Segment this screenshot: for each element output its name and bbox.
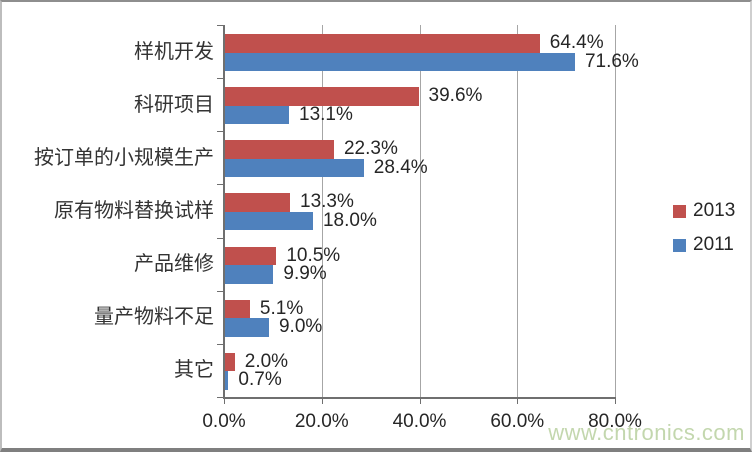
bar-2013 (225, 246, 277, 266)
x-tick-label: 0.0% (202, 411, 246, 432)
category-label: 科研项目 (134, 93, 214, 116)
value-label-2013: 2.0% (244, 350, 289, 372)
value-label-2011: 9.0% (278, 316, 323, 338)
value-label-2011: 71.6% (584, 50, 639, 72)
value-label-2013: 64.4% (549, 32, 604, 53)
value-label-2013: 5.1% (259, 297, 304, 319)
bar-2011 (225, 211, 313, 231)
value-label-2011: 13.1% (299, 103, 353, 125)
value-label-2011: 0.7% (238, 369, 282, 391)
bar-2013 (225, 193, 290, 212)
legend-item: 2011 (673, 234, 735, 255)
x-axis-tick (517, 397, 519, 404)
legend-swatch-2013 (673, 204, 686, 218)
y-axis-tick (217, 290, 224, 292)
bar-2011 (225, 265, 274, 284)
category-label: 其它 (174, 359, 214, 382)
bar-2011 (225, 318, 269, 337)
x-axis-tick (615, 397, 616, 404)
y-axis-tick (217, 343, 224, 345)
legend-label: 2011 (693, 234, 734, 255)
y-axis-tick (217, 397, 224, 398)
gridline (321, 25, 323, 397)
bar-2013 (225, 140, 334, 159)
value-label-2011: 9.9% (283, 263, 327, 285)
y-axis-tick (217, 184, 224, 186)
bar-2013 (225, 352, 235, 372)
value-label-2013: 39.6% (428, 85, 483, 107)
legend-swatch-2011 (673, 238, 686, 252)
value-label-2013: 22.3% (343, 138, 398, 160)
bar-2011 (225, 105, 290, 125)
y-axis-tick (217, 237, 224, 239)
x-tick-label: 60.0% (490, 411, 545, 432)
x-tick-label: 40.0% (392, 411, 447, 432)
category-label: 按订单的小规模生产 (34, 146, 214, 169)
value-label-2013: 10.5% (286, 244, 341, 266)
x-axis-tick (321, 397, 323, 404)
x-axis-line (223, 397, 616, 399)
bar-2013 (225, 87, 419, 106)
x-axis-tick (224, 397, 225, 404)
category-label: 原有物料替换试样 (54, 200, 214, 222)
bar-2011 (225, 371, 229, 390)
legend: 2013 2011 (673, 200, 736, 269)
value-label-2011: 28.4% (373, 156, 428, 178)
y-axis-tick (217, 131, 224, 133)
bar-2011 (225, 158, 364, 178)
bar-2011 (225, 52, 575, 71)
legend-label: 2013 (693, 200, 736, 221)
value-label-2013: 13.3% (300, 191, 354, 213)
y-axis-tick (217, 78, 224, 80)
x-tick-label: 20.0% (294, 411, 349, 432)
category-label: 量产物料不足 (94, 306, 214, 329)
gridline (615, 25, 616, 397)
category-label: 样机开发 (134, 40, 214, 63)
y-axis-line (223, 25, 225, 399)
legend-item: 2013 (673, 200, 736, 221)
category-label: 产品维修 (134, 253, 214, 276)
x-axis-tick (419, 397, 421, 404)
bar-2013 (225, 299, 250, 319)
bar-2013 (225, 34, 540, 53)
gridline (517, 25, 519, 397)
value-label-2011: 18.0% (322, 209, 377, 231)
watermark: www.cntronics.com (548, 420, 745, 445)
gridline (419, 25, 421, 397)
y-axis-tick (217, 25, 224, 26)
x-tick-label: 80.0% (588, 411, 642, 432)
